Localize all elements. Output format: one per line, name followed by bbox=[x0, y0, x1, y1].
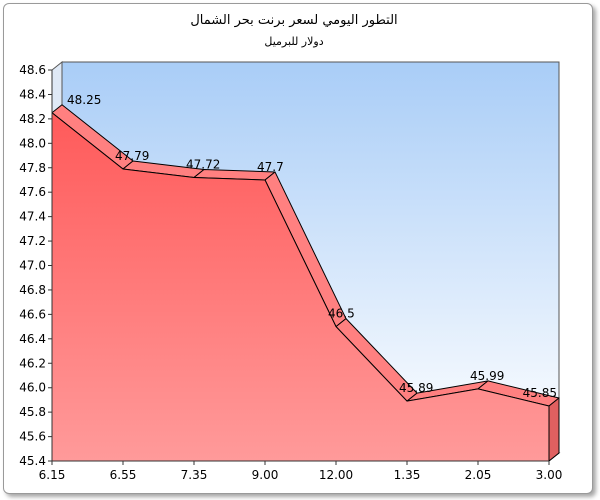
data-label: 48.25 bbox=[67, 93, 101, 107]
y-tick-label: 48.2 bbox=[19, 112, 46, 126]
data-label: 45.89 bbox=[399, 381, 433, 395]
chart: التطور اليومي لسعر برنت بحر الشمال دولار… bbox=[19, 13, 562, 482]
y-tick-label: 48.6 bbox=[19, 63, 46, 77]
y-tick-label: 47.8 bbox=[19, 161, 46, 175]
y-tick-label: 47.6 bbox=[19, 185, 46, 199]
y-tick-label: 46.2 bbox=[19, 356, 46, 370]
x-tick-label: 6.55 bbox=[110, 468, 137, 482]
x-tick-label: 7.35 bbox=[181, 468, 208, 482]
y-tick-label: 46.0 bbox=[19, 381, 46, 395]
chart-subtitle: دولار للبرميل bbox=[264, 35, 323, 48]
y-tick-label: 48.4 bbox=[19, 87, 46, 101]
chart-frame: التطور اليومي لسعر برنت بحر الشمال دولار… bbox=[3, 3, 593, 494]
y-tick-label: 48.0 bbox=[19, 136, 46, 150]
y-tick-label: 47.4 bbox=[19, 210, 46, 224]
data-label: 47.79 bbox=[115, 149, 149, 163]
data-label: 47.7 bbox=[257, 160, 284, 174]
y-tick-label: 47.2 bbox=[19, 234, 46, 248]
chart-title: التطور اليومي لسعر برنت بحر الشمال bbox=[190, 13, 397, 28]
data-labels: 48.25 47.79 47.72 47.7 46.5 45.89 45.99 45.85 bbox=[67, 93, 557, 400]
y-tick-label: 45.8 bbox=[19, 405, 46, 419]
x-tick-label: 9.00 bbox=[252, 468, 279, 482]
y-tick-label: 47.0 bbox=[19, 259, 46, 273]
area-right-face bbox=[548, 396, 560, 463]
data-label: 47.72 bbox=[186, 158, 220, 172]
x-tick-label: 3.00 bbox=[536, 468, 563, 482]
data-label: 45.99 bbox=[470, 369, 504, 383]
x-tick-label: 12.00 bbox=[319, 468, 353, 482]
plot-area bbox=[50, 60, 561, 463]
y-tick-label: 46.4 bbox=[19, 332, 46, 346]
axes: 45.4 45.6 45.8 46.0 46.2 46.4 46.6 46.8 47.0 47.2… bbox=[19, 63, 562, 482]
x-tick-label: 2.05 bbox=[465, 468, 492, 482]
y-tick-label: 45.4 bbox=[19, 454, 46, 468]
x-tick-label: 6.15 bbox=[39, 468, 66, 482]
x-tick-label: 1.35 bbox=[394, 468, 421, 482]
data-label: 46.5 bbox=[328, 307, 355, 321]
area-front bbox=[51, 111, 550, 462]
y-tick-label: 46.6 bbox=[19, 307, 46, 321]
y-tick-label: 45.6 bbox=[19, 430, 46, 444]
y-tick-label: 46.8 bbox=[19, 283, 46, 297]
data-label: 45.85 bbox=[523, 386, 557, 400]
